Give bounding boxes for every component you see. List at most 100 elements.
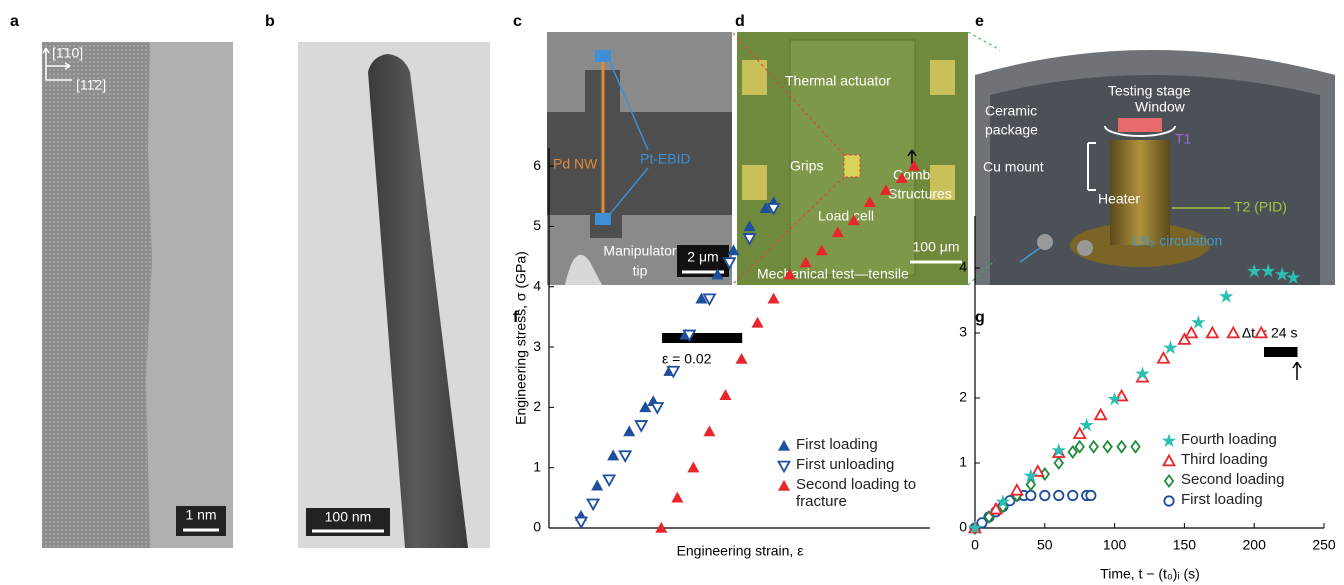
fracture-arrow xyxy=(1293,362,1301,380)
panel-letter: e xyxy=(975,13,984,30)
legend-label: Fourth loading xyxy=(1181,431,1277,448)
marker xyxy=(592,480,603,490)
marker xyxy=(752,317,763,327)
panel-letter: c xyxy=(513,13,522,30)
label: Load cell xyxy=(818,208,874,224)
ebid-weld xyxy=(595,213,611,225)
marker xyxy=(1158,353,1169,363)
marker xyxy=(1040,491,1049,500)
marker xyxy=(1103,441,1111,452)
ebid-weld xyxy=(595,50,611,62)
scale-label: 2 μm xyxy=(687,249,718,265)
marker xyxy=(736,354,747,364)
legend-entry: First unloading xyxy=(776,456,936,474)
marker xyxy=(1163,434,1176,446)
legend-label: First loading xyxy=(796,436,878,453)
y-tick-label: 5 xyxy=(533,217,541,233)
legend-entry: First loading xyxy=(776,436,936,454)
marker xyxy=(1055,458,1063,469)
legend-label: Second loading to fracture xyxy=(796,476,936,510)
label: Testing stage xyxy=(1108,83,1191,99)
x-tick-label: 150 xyxy=(1173,537,1197,553)
pad xyxy=(930,60,955,95)
scale-label: 1 nm xyxy=(185,507,216,523)
label: Grips xyxy=(790,158,823,174)
label: Mechanical test—tensile xyxy=(757,266,909,282)
y-tick-label: 4 xyxy=(533,277,541,293)
x-tick-label: 250 xyxy=(1312,537,1336,553)
y-tick-label: 4 xyxy=(959,259,967,275)
label: package xyxy=(985,122,1038,138)
marker xyxy=(588,499,599,509)
legend: Fourth loading Third loading Second loadin… xyxy=(1161,431,1331,511)
marker xyxy=(624,426,635,436)
x-axis-label: Time, t − (t₀)ᵢ (s) xyxy=(1100,566,1200,582)
marker xyxy=(1186,328,1197,338)
port xyxy=(1077,240,1093,256)
legend-label: Third loading xyxy=(1181,451,1268,468)
label: LN₂ circulation xyxy=(1132,233,1222,249)
marker xyxy=(576,518,587,528)
marker xyxy=(779,462,790,472)
marker xyxy=(1164,496,1173,505)
page: a [1̄10] [11̄2] 1 nm b 100 nm c Pd NW Pt… xyxy=(0,0,1344,585)
y-tick-label: 2 xyxy=(959,389,967,405)
label: Window xyxy=(1135,99,1186,115)
scale-bar xyxy=(662,333,742,343)
legend-marker xyxy=(776,458,792,474)
marker xyxy=(1164,341,1177,353)
legend-label: First loading xyxy=(1181,491,1263,508)
label: T2 (PID) xyxy=(1234,199,1287,215)
label: Heater xyxy=(1098,191,1140,207)
grip-top xyxy=(547,32,732,112)
x-tick-label: 0 xyxy=(971,537,979,553)
legend-marker xyxy=(776,438,792,454)
scale-bar-label: ε = 0.02 xyxy=(662,351,712,367)
panel-letter: d xyxy=(735,13,745,30)
legend-entry: Third loading xyxy=(1161,451,1331,469)
marker xyxy=(720,390,731,400)
legend-marker xyxy=(1161,493,1177,509)
label: Structures xyxy=(888,186,952,202)
marker xyxy=(768,293,779,303)
marker xyxy=(620,451,631,461)
y-tick-label: 3 xyxy=(959,324,967,340)
legend-marker xyxy=(1161,433,1177,449)
y-tick-label: 3 xyxy=(533,338,541,354)
marker xyxy=(1068,491,1077,500)
marker xyxy=(1220,290,1233,302)
y-tick-label: 1 xyxy=(959,454,967,470)
marker xyxy=(1011,485,1022,495)
x-axis-label: Engineering strain, ε xyxy=(677,543,804,559)
marker xyxy=(604,475,615,485)
direction-label: [1̄10] xyxy=(52,45,83,61)
pad xyxy=(742,60,767,95)
label: Pt-EBID xyxy=(640,151,691,167)
marker xyxy=(608,450,619,460)
x-tick-label: 100 xyxy=(1103,537,1127,553)
legend-entry: First loading xyxy=(1161,491,1331,509)
label: T1 xyxy=(1175,131,1192,147)
marker xyxy=(652,403,663,413)
marker xyxy=(1117,441,1125,452)
legend-entry: Fourth loading xyxy=(1161,431,1331,449)
x-tick-label: 50 xyxy=(1037,537,1053,553)
marker xyxy=(1228,328,1239,338)
marker xyxy=(1131,441,1139,452)
marker xyxy=(1086,491,1095,500)
legend-label: First unloading xyxy=(796,456,894,473)
panel-letter: b xyxy=(265,13,275,30)
marker xyxy=(1080,419,1093,431)
legend-label: Second loading xyxy=(1181,471,1284,488)
legend-entry: Second loading xyxy=(1161,471,1331,489)
marker xyxy=(672,492,683,502)
label: Manipulator xyxy=(603,243,676,259)
label: Cu mount xyxy=(983,159,1044,175)
grips xyxy=(844,155,860,177)
y-tick-label: 0 xyxy=(959,519,967,535)
panel-letter: a xyxy=(10,13,19,30)
marker xyxy=(1026,491,1035,500)
marker xyxy=(1095,409,1106,419)
scale-bar xyxy=(1264,347,1298,357)
legend: First loading First unloading Second loadi… xyxy=(776,436,936,512)
